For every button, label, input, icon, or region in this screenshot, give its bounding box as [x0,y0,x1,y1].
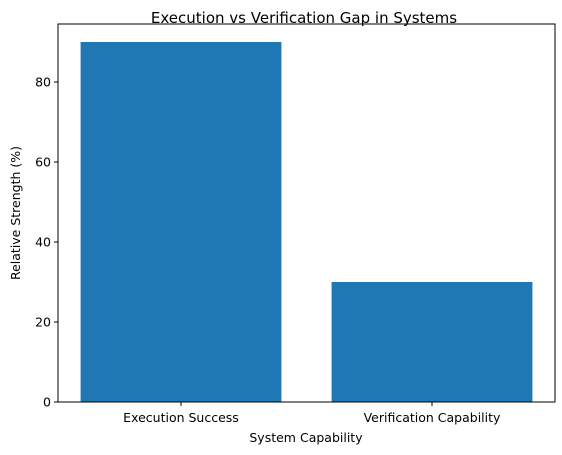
axes-frame [57,23,556,403]
y-axis-label: Relative Strength (%) [8,146,23,280]
y-tick-label: 0 [43,395,51,410]
y-axis-ticks: 0 20 40 60 80 [35,75,58,410]
chart-title: Execution vs Verification Gap in Systems [151,9,457,27]
y-tick-label: 60 [35,155,51,170]
bar-execution-success [80,42,282,402]
x-axis-ticks: Execution Success Verification Capability [123,402,501,425]
y-tick-label: 80 [35,75,51,90]
x-axis-label: System Capability [249,430,363,445]
x-tick-label: Verification Capability [364,410,501,425]
y-tick-label: 20 [35,315,51,330]
y-tick-label: 40 [35,235,51,250]
x-tick-label: Execution Success [123,410,239,425]
bar-verification-capability [331,282,533,402]
bars-group [80,42,533,402]
